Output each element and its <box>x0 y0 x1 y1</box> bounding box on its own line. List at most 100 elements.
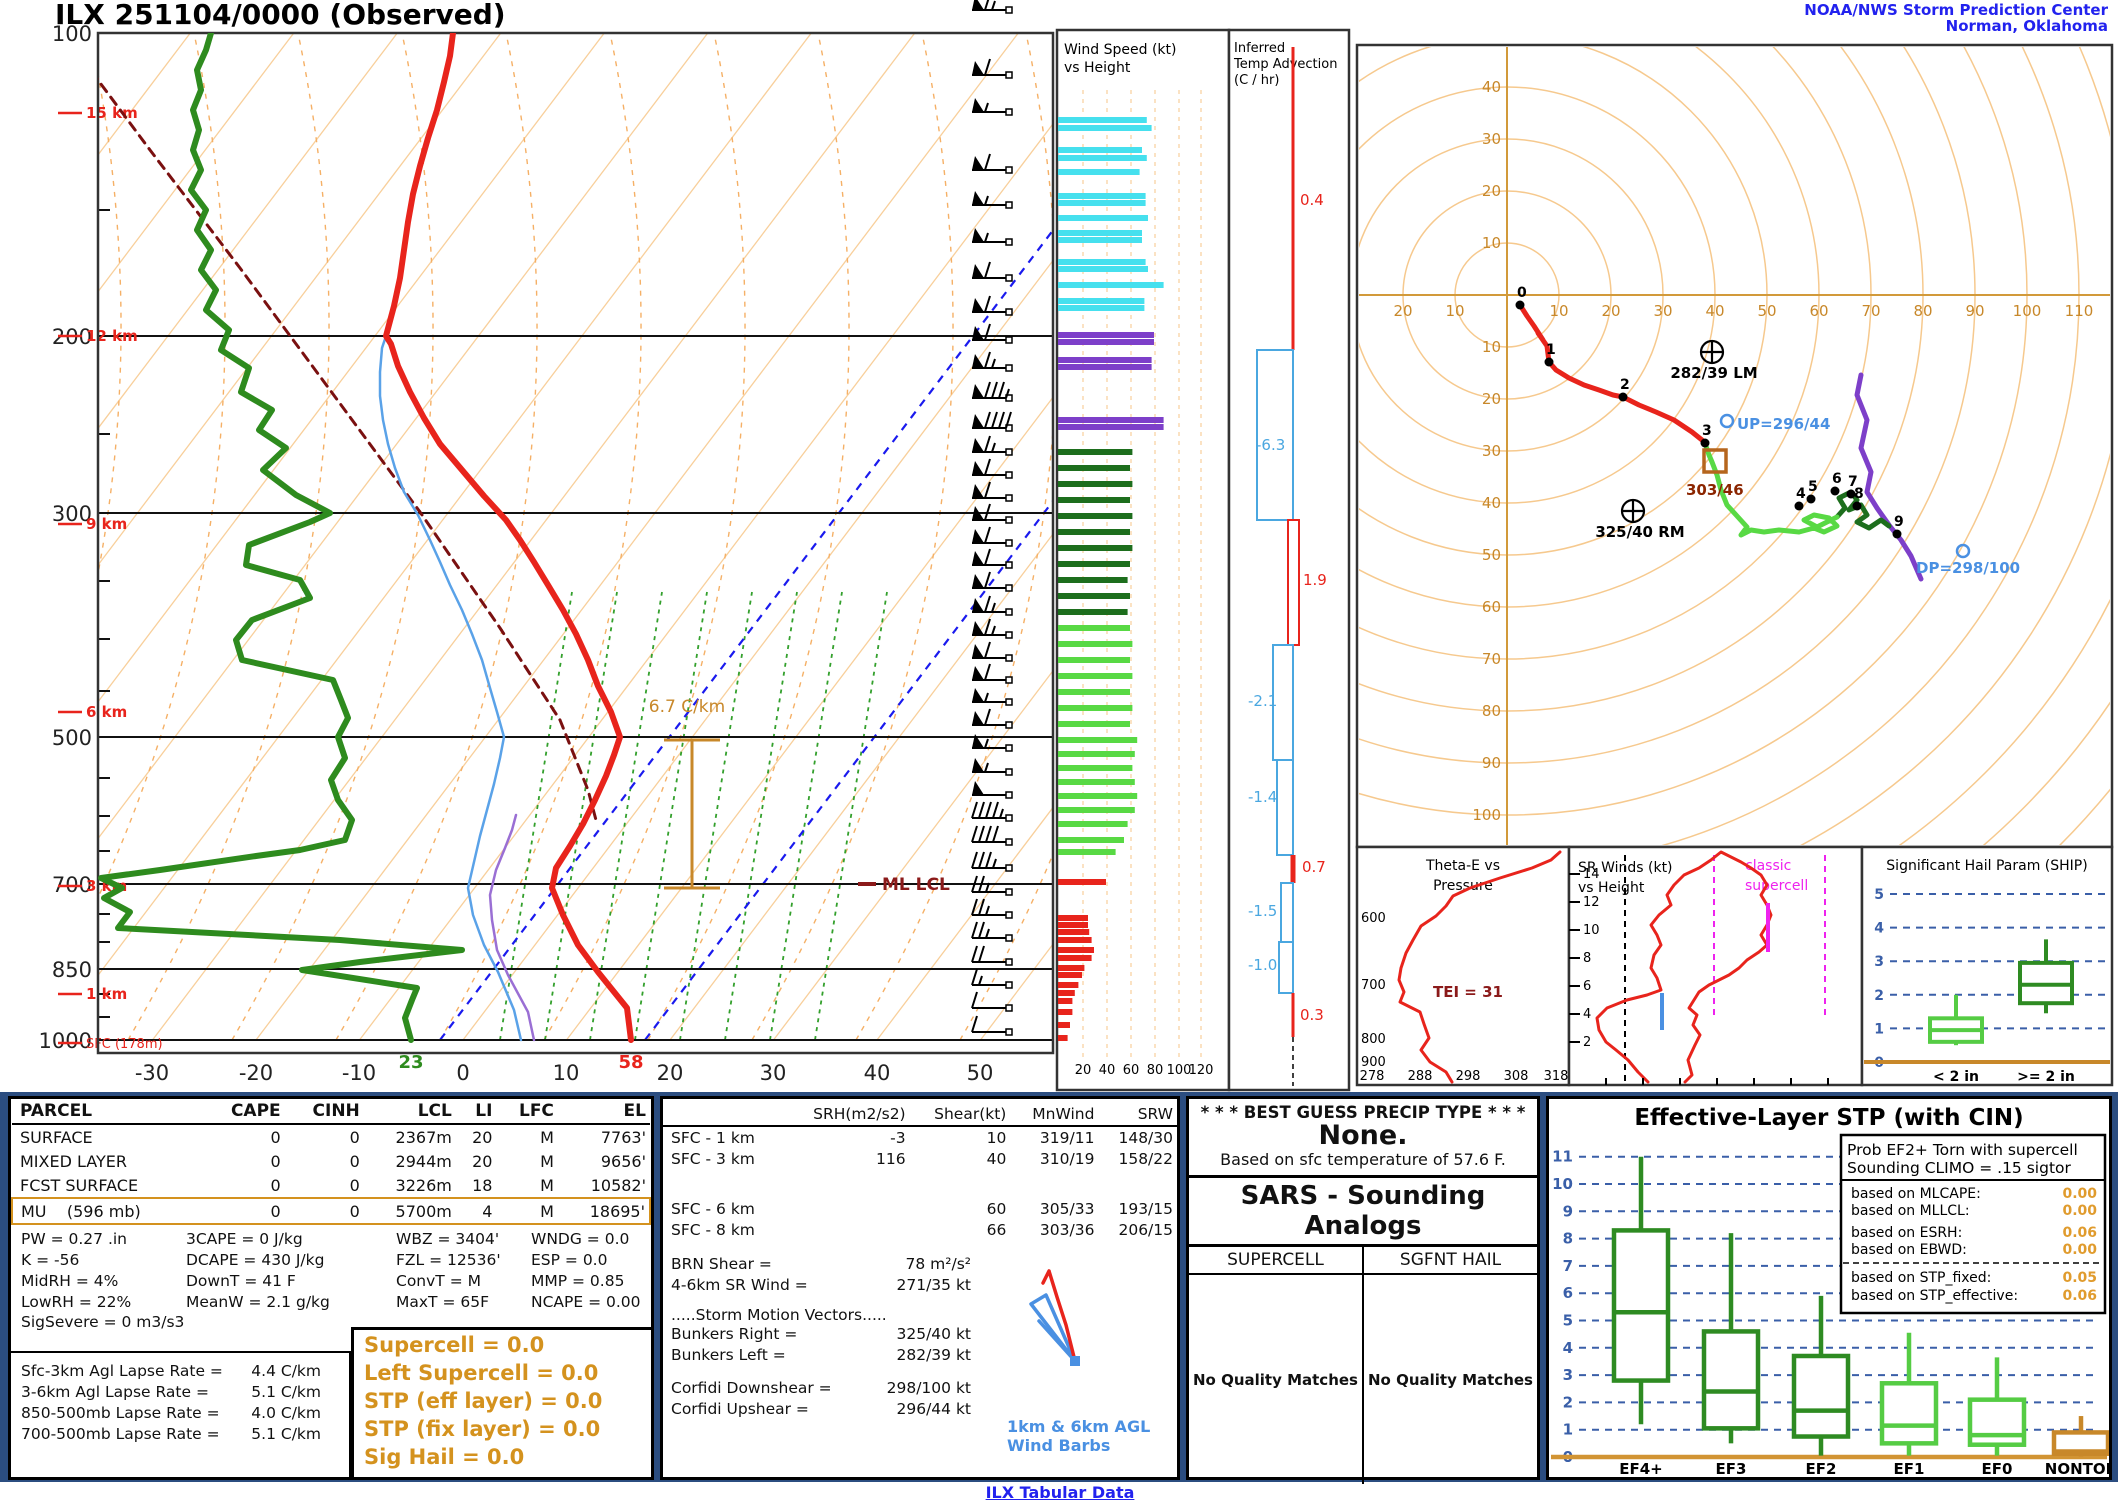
wind-speed-bar <box>1058 972 1082 978</box>
wind-speed-bar <box>1058 200 1146 206</box>
theta-e-title: Theta-E vs <box>1425 858 1500 874</box>
highlight-isotherm <box>644 499 1053 1041</box>
composite-index-value: STP (fix layer) = 0.0 <box>364 1416 601 1441</box>
hodo-axis-label: 50 <box>1482 546 1501 564</box>
parcel-cell: 0 <box>349 1175 360 1195</box>
updraft-marker <box>1719 413 1735 429</box>
wind-speed-bar <box>1058 282 1164 288</box>
wind-speed-bar <box>1058 721 1130 727</box>
wind-speed-bar <box>1058 705 1133 711</box>
wind-speed-bar <box>1058 625 1130 631</box>
sr-ylabel: 14 <box>1583 867 1600 882</box>
stp-ylabel: 5 <box>1563 1312 1573 1330</box>
wind-barb <box>972 666 984 680</box>
stp-category-label: EF2 <box>1806 1460 1837 1477</box>
parcel-cell: 9656' <box>600 1151 646 1171</box>
height-dot <box>1892 529 1902 539</box>
hodo-axis-label: 20 <box>1482 390 1501 408</box>
thermo-stat: WBZ = 3404' <box>396 1230 500 1248</box>
tabular-data-link[interactable]: ILX Tabular Data <box>985 1483 1135 1500</box>
parcel-cell: MU (596 mb) <box>10 1197 203 1225</box>
wind-barb <box>1005 814 1013 822</box>
thermo-stat: ESP = 0.0 <box>531 1251 608 1269</box>
wind-barb <box>984 153 991 171</box>
wind-barb <box>984 526 991 544</box>
temp-axis-label: 0 <box>456 1061 469 1085</box>
wind-barb <box>1005 336 1013 344</box>
wind-barb <box>984 548 991 566</box>
wind-barb <box>978 875 985 893</box>
lapse-rate-row: 700-500mb Lapse Rate = 5.1 C/km <box>21 1424 321 1445</box>
wind-barb <box>984 232 989 243</box>
wind-barb <box>972 781 984 795</box>
hodo-axis-label: 30 <box>1653 302 1672 320</box>
bunkers-left-marker-label: 282/39 LM <box>1670 364 1757 382</box>
stp-ylabel: 4 <box>1563 1339 1573 1357</box>
shear-panel: SRH(m2/s2) Shear(kt) MnWind SRW SFC - 1 km -… <box>660 1096 1180 1480</box>
wind-barb <box>1005 108 1013 116</box>
wind-barb <box>984 295 991 313</box>
hodo-axis-label: 100 <box>1472 806 1501 824</box>
stp-prob-label: based on STP_fixed: <box>1851 1270 1991 1286</box>
wind-barb <box>984 738 989 749</box>
stp-ylabel: 7 <box>1563 1257 1573 1275</box>
bunkers-right-marker-label: 325/40 RM <box>1595 523 1684 541</box>
parcel-table: PARCEL CAPE CINH LCL LI LFC EL SURFACE 0 0 2367m 2… <box>10 1099 652 1225</box>
wind-barb <box>1005 888 1013 896</box>
height-dot <box>1830 486 1840 496</box>
stp-prob-label: based on MLCAPE: <box>1851 1186 1981 1202</box>
inset-shear-spoke <box>1037 1319 1077 1363</box>
wind-barb <box>984 411 991 429</box>
height-dot-label: 4 <box>1796 486 1806 502</box>
wind-barb <box>971 898 978 916</box>
downshear-propagation-label: DP=298/100 <box>1916 559 2020 577</box>
temp-axis-label: -30 <box>135 1061 169 1085</box>
wind-barb <box>992 858 997 869</box>
dry-adiabat <box>231 33 434 1041</box>
wind-speed-bar <box>1058 155 1147 161</box>
sr-ylabel: 8 <box>1583 951 1591 966</box>
wind-speed-bar <box>1058 1035 1068 1041</box>
ship-border <box>1860 845 2114 1087</box>
skewt-border <box>96 31 1055 1055</box>
wind-speed-bar <box>1058 357 1152 363</box>
wind-axis-label: 20 <box>1075 1063 1092 1078</box>
hodo-axis-label: 110 <box>2065 302 2094 320</box>
hodo-axis-label: 60 <box>1809 302 1828 320</box>
wind-barb <box>1005 516 1013 524</box>
pressure-label: 300 <box>52 502 92 526</box>
wind-panel-border <box>1055 28 1231 1092</box>
lapse-rate-row: 850-500mb Lapse Rate = 4.0 C/km <box>21 1403 321 1424</box>
wind-barb <box>971 1015 978 1033</box>
parcel-cell: MIXED LAYER <box>20 1151 127 1171</box>
wind-barb <box>971 825 978 843</box>
wind-speed-bar <box>1058 793 1138 799</box>
srh-cell: -3 <box>890 1128 906 1147</box>
wind-barb <box>984 708 991 726</box>
highlight-isotherm <box>439 228 1053 1041</box>
wind-barb <box>984 641 991 659</box>
sr-winds-title2: vs Height <box>1578 880 1645 896</box>
advection-value: 1.9 <box>1303 571 1327 589</box>
srh-cell: 158/22 <box>1118 1149 1173 1168</box>
shear-label: Corfidi Downshear = <box>671 1378 832 1397</box>
ship-ylabel: 1 <box>1874 1021 1884 1037</box>
wind-speed-bar <box>1058 998 1073 1004</box>
sars-supercell-matches: No Quality Matches <box>1193 1370 1358 1389</box>
stp-category-label: EF4+ <box>1619 1460 1663 1477</box>
wind-barb <box>984 323 991 341</box>
parcel-col-header: LFC <box>496 1099 558 1125</box>
classic-label: classic <box>1745 858 1791 874</box>
wind-barb <box>972 734 984 748</box>
dry-adiabat <box>127 33 330 1041</box>
srh-row: SFC - 3 km 116 40 310/19 158/22 <box>663 1148 1177 1169</box>
wind-speed-bar <box>1058 982 1079 988</box>
srh-cell: SFC - 8 km <box>671 1220 755 1239</box>
km-label: 6 km <box>86 703 127 721</box>
ship-ylabel: 4 <box>1874 921 1884 937</box>
srh-cell: 40 <box>986 1149 1007 1168</box>
parcel-col-header: LCL <box>363 1099 456 1125</box>
stp-ylabel: 10 <box>1552 1175 1573 1193</box>
stp-prob-label: based on STP_effective: <box>1851 1288 2018 1304</box>
wind-barb <box>1005 6 1013 14</box>
